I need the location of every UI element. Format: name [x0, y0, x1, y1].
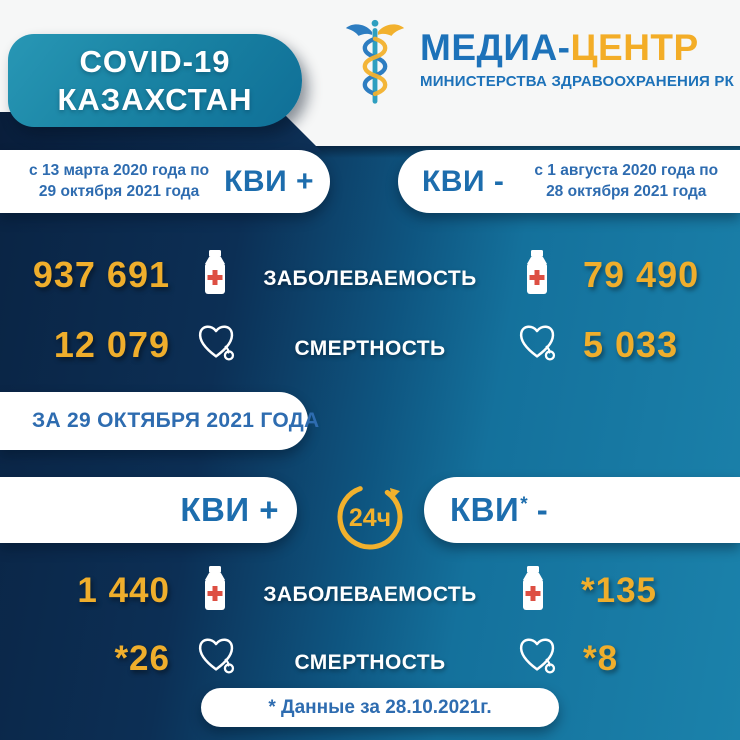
- period-line2: 28 октября 2021 года: [546, 182, 707, 200]
- 24h-label: 24ч: [349, 504, 391, 532]
- logo-title-blue: МЕДИА-: [420, 27, 571, 68]
- daily-positive-deaths-value: *26: [114, 639, 170, 678]
- cumulative-kvi-positive-pill: с 13 марта 2020 года по 29 октября 2021 …: [0, 150, 330, 213]
- period-line2: 29 октября 2021 года: [38, 182, 200, 200]
- kvi-base: КВИ: [450, 491, 520, 528]
- daily-positive-cases-value: 1 440: [77, 571, 170, 610]
- daily-cases-label: ЗАБОЛЕВАЕМОСТЬ: [263, 583, 477, 606]
- cumulative-positive-deaths-value: 12 079: [53, 324, 170, 365]
- cumulative-positive-period: с 13 марта 2020 года по 29 октября 2021 …: [29, 161, 209, 202]
- cumulative-deaths-label: СМЕРТНОСТЬ: [294, 337, 446, 360]
- caduceus-icon: [345, 19, 405, 104]
- medicine-bottle-icon: [205, 250, 225, 294]
- heart-stethoscope-icon: [198, 325, 235, 361]
- heart-stethoscope-icon: [519, 325, 556, 361]
- covid-kazakhstan-badge: COVID-19 КАЗАХСТАН: [8, 34, 302, 127]
- cumulative-kvi-negative-pill: КВИ - с 1 августа 2020 года по 28 октябр…: [398, 150, 740, 213]
- logo-title: МЕДИА-ЦЕНТР: [420, 28, 734, 68]
- kvi-positive-label: КВИ +: [224, 164, 314, 198]
- logo-subtitle: МИНИСТЕРСТВА ЗДРАВООХРАНЕНИЯ РК: [420, 73, 734, 90]
- 24h-clock-icon: 24ч: [337, 484, 403, 550]
- kvi-negative-label: КВИ -: [422, 164, 505, 198]
- daily-kvi-negative-pill: КВИ* -: [424, 477, 740, 543]
- cumulative-negative-period: с 1 августа 2020 года по 28 октября 2021…: [534, 161, 718, 202]
- kvi-asterisk: *: [520, 494, 529, 515]
- logo-title-yellow: ЦЕНТР: [570, 27, 699, 68]
- daily-date-banner: ЗА 29 ОКТЯБРЯ 2021 ГОДА: [0, 392, 319, 450]
- cumulative-cases-label: ЗАБОЛЕВАЕМОСТЬ: [263, 267, 477, 290]
- medicine-bottle-icon: [527, 250, 547, 294]
- period-line1: с 1 августа 2020 года по: [534, 162, 719, 180]
- kvi-dash: -: [536, 491, 549, 528]
- cumulative-negative-deaths-value: 5 033: [583, 324, 679, 365]
- badge-title-line2: КАЗАХСТАН: [57, 81, 253, 117]
- heart-stethoscope-icon: [198, 638, 235, 674]
- daily-kvi-negative-label: КВИ* -: [450, 491, 548, 529]
- badge-title-line1: COVID-19: [79, 43, 231, 79]
- daily-negative-deaths-value: *8: [583, 639, 619, 678]
- cumulative-negative-cases-value: 79 490: [583, 254, 700, 295]
- daily-kvi-positive-label: КВИ +: [180, 491, 279, 528]
- cumulative-positive-cases-value: 937 691: [32, 254, 170, 295]
- media-center-logo: МЕДИА-ЦЕНТР МИНИСТЕРСТВА ЗДРАВООХРАНЕНИЯ…: [420, 28, 734, 91]
- heart-stethoscope-icon: [519, 638, 556, 674]
- period-line1: с 13 марта 2020 года по: [29, 162, 210, 180]
- medicine-bottle-icon: [523, 566, 543, 610]
- daily-deaths-label: СМЕРТНОСТЬ: [294, 651, 446, 674]
- daily-kvi-positive-pill: КВИ +: [0, 477, 297, 543]
- medicine-bottle-icon: [205, 566, 225, 610]
- footnote-pill: * Данные за 28.10.2021г.: [201, 688, 559, 727]
- daily-negative-cases-value: *135: [581, 571, 658, 610]
